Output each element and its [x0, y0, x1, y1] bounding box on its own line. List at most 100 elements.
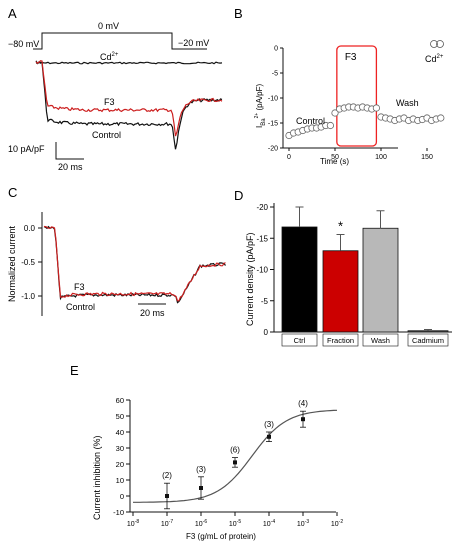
panel-d-y-tick-label: -20	[256, 203, 268, 212]
category-label-box	[322, 333, 359, 347]
panel-b-ticks: 0 50 100 150 -20 -15 -10 -5 0	[268, 46, 433, 162]
panel-b-wash-annotation: Wash	[396, 98, 419, 108]
panel-e-data-point	[199, 486, 203, 490]
panel-b-x-tick-label: 50	[331, 154, 339, 161]
panel-e-data-point	[267, 434, 271, 439]
panel-d-y-tick-label: -5	[261, 297, 269, 306]
scalebar-a-x-label: 20 ms	[58, 162, 83, 172]
panel-d-y-tick-label: 0	[264, 328, 269, 337]
panel-e-y-tick-label: 60	[116, 396, 124, 405]
panel-b-control-annotation: Control	[296, 116, 325, 126]
panel-d: D 0 -5 -10 -15 -20 Ctrl Fraction Wash Cadmium *…	[234, 188, 452, 347]
f3-application-box	[336, 45, 378, 147]
panel-e-label: E	[70, 363, 79, 378]
trace-c-f3	[43, 225, 226, 302]
panel-e-y-tick-label: 10	[116, 476, 124, 485]
panel-b-data-point	[331, 109, 339, 117]
panel-c-label: C	[8, 185, 17, 200]
panel-c: C 0.0 -0.5 -1.0 Normalized current F3 Co…	[7, 185, 226, 318]
panel-b-y-tick-label: -10	[268, 96, 278, 103]
panel-e-data-point	[233, 460, 237, 465]
bar-fraction	[322, 250, 359, 333]
trace-a-f3-label: F3	[104, 97, 115, 107]
scalebar-c-x-label: 20 ms	[140, 308, 165, 318]
panel-c-y-label: Normalized current	[7, 225, 17, 302]
panel-d-ticks: 0 -5 -10 -15 -20	[256, 203, 274, 337]
panel-c-tick-label: 0.0	[24, 224, 36, 233]
panel-d-bars: Ctrl Fraction Wash Cadmium	[281, 206, 449, 347]
panel-e-y-tick-label: 0	[120, 492, 124, 501]
panel-e-x-tick-label: 10-5	[229, 519, 241, 528]
cd-marker-1	[430, 40, 438, 48]
panel-d-y-tick-label: -10	[256, 266, 268, 275]
category-label-box	[407, 333, 449, 347]
dose-response-fit-curve	[133, 409, 338, 503]
category-label: Wash	[371, 336, 390, 345]
trace-a-f3	[35, 60, 223, 137]
trace-a-control-label: Control	[92, 130, 121, 140]
panel-b-y-tick-label: -5	[272, 71, 278, 78]
panel-a: A −80 mV 0 mV −20 mV Cd2+ F3 Control 10 …	[8, 6, 223, 172]
panel-e-data-point	[301, 417, 305, 422]
panel-e: E -10 0 10 20 30 40 50 60 10-8 10-7 10-6 10-5 10-4 10…	[70, 363, 343, 541]
panel-e-points: (2) (3) (6) (3) (4)	[162, 399, 308, 510]
trace-a-cadmium	[35, 61, 223, 65]
panel-a-label: A	[8, 6, 17, 21]
trace-a-cd-label: Cd2+	[100, 52, 119, 62]
panel-b-x-label: Time (s)	[320, 157, 349, 166]
bar-ctrl	[281, 226, 318, 333]
panel-e-n-label: (3)	[196, 465, 206, 474]
panel-b-y-tick-label: 0	[274, 46, 278, 53]
panel-b-cd-annotation: Cd2+	[425, 54, 444, 64]
panel-e-y-tick-label: 50	[116, 412, 124, 421]
panel-e-x-tick-label: 10-3	[297, 519, 309, 528]
panel-e-x-tick-label: 10-4	[263, 519, 275, 528]
panel-e-ticks: -10 0 10 20 30 40 50 60 10-8 10-7 10-6 10-5 10-4 10-3…	[113, 396, 343, 528]
scalebar-a-y-label: 10 pA/pF	[8, 144, 45, 154]
panel-e-n-label: (4)	[298, 399, 308, 408]
trace-a-control	[35, 60, 223, 150]
panel-d-y-tick-label: -15	[256, 234, 268, 243]
panel-e-n-label: (6)	[230, 446, 240, 455]
bar-cadmium	[407, 330, 449, 333]
panel-b-data-point	[372, 104, 380, 112]
protocol-step-label: 0 mV	[98, 21, 119, 31]
panel-b-x-tick-label: 0	[287, 154, 291, 161]
panel-e-x-tick-label: 10-8	[127, 519, 139, 528]
panel-a-scalebar	[55, 142, 84, 160]
panel-e-y-tick-label: 30	[116, 444, 124, 453]
panel-e-x-label: F3 (g/mL of protein)	[186, 532, 256, 541]
panel-e-y-tick-label: 40	[116, 428, 124, 437]
panel-e-data-point	[165, 494, 169, 498]
significance-star: *	[338, 219, 343, 234]
protocol-tail-label: −20 mV	[178, 38, 209, 48]
panel-b-data-point	[437, 114, 445, 122]
panel-b-y-label: IBa2+ (pA/pF)	[254, 83, 267, 128]
category-label-box	[281, 333, 318, 347]
panel-e-n-label: (2)	[162, 471, 172, 480]
bar-wash	[362, 227, 399, 333]
voltage-protocol-line	[33, 32, 207, 50]
category-label: Fraction	[327, 336, 354, 345]
trace-c-control-label: Control	[66, 302, 95, 312]
panel-e-n-label: (3)	[264, 420, 274, 429]
cd-marker-2	[436, 40, 444, 48]
category-label-box	[362, 333, 399, 347]
protocol-hold-label: −80 mV	[8, 39, 39, 49]
panel-b-x-tick-label: 100	[375, 154, 387, 161]
panel-b-x-tick-label: 150	[421, 154, 433, 161]
panel-e-y-tick-label: 20	[116, 460, 124, 469]
f3-box-label: F3	[345, 52, 357, 63]
panel-e-y-tick-label: -10	[113, 508, 124, 517]
panel-b-y-tick-label: -15	[268, 121, 278, 128]
panel-d-label: D	[234, 188, 243, 203]
panel-b: B 0 50 100 150-20-15-10-50 F3 Control Wash …	[234, 6, 445, 166]
panel-e-x-tick-label: 10-7	[161, 519, 173, 528]
panel-e-y-label: Current inhibition (%)	[92, 435, 102, 520]
category-label: Ctrl	[294, 336, 306, 345]
trace-c-f3-label: F3	[74, 282, 85, 292]
panel-d-y-label: Current density (pA/pF)	[245, 232, 255, 326]
panel-b-points	[285, 103, 445, 140]
trace-c-control	[43, 225, 226, 304]
panel-c-tick-label: -0.5	[21, 258, 35, 267]
